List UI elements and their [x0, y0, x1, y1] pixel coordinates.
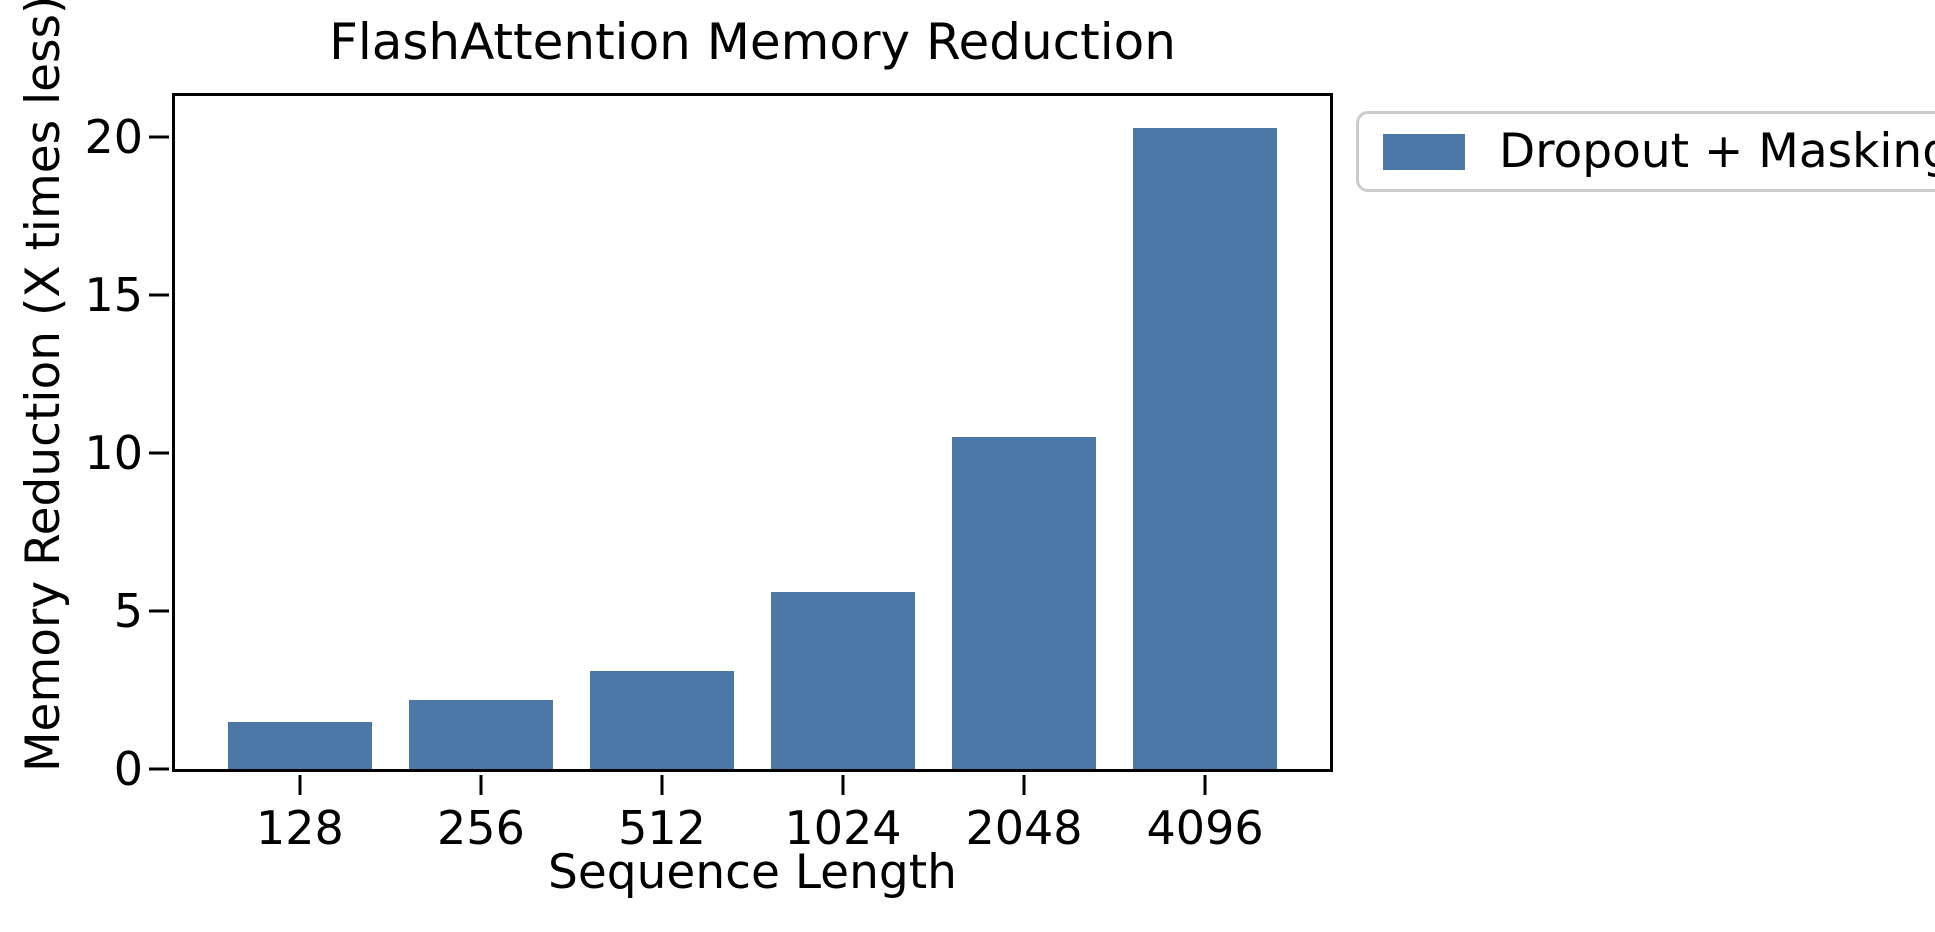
x-tick-label: 2048	[965, 801, 1083, 855]
y-tick-mark	[149, 135, 169, 139]
x-tick-mark	[1022, 775, 1026, 795]
x-tick-mark	[841, 775, 845, 795]
x-axis-label: Sequence Length	[548, 845, 957, 900]
x-tick-label: 4096	[1146, 801, 1264, 855]
y-tick-mark	[149, 451, 169, 455]
bar-512	[589, 671, 735, 769]
x-tick-mark	[1203, 775, 1207, 795]
x-tick-label: 256	[437, 801, 525, 855]
y-tick-mark	[149, 767, 169, 771]
x-tick-mark	[479, 775, 483, 795]
legend-swatch	[1383, 133, 1465, 170]
x-tick-label: 512	[618, 801, 706, 855]
y-axis-label: Memory Reduction (X times less)	[16, 0, 71, 772]
legend: Dropout + Masking	[1356, 111, 1935, 192]
chart-title: FlashAttention Memory Reduction	[329, 13, 1176, 71]
y-tick-mark	[149, 293, 169, 297]
bar-4096	[1132, 127, 1278, 769]
plot-area: 128 256 512 1024 2048 4096 0 5 10 15 20	[84, 93, 1333, 855]
x-tick-label: 128	[256, 801, 344, 855]
legend-label: Dropout + Masking	[1499, 124, 1935, 179]
x-tick-mark	[298, 775, 302, 795]
bar-256	[408, 699, 554, 769]
y-tick-mark	[149, 609, 169, 613]
bar-128	[227, 721, 373, 769]
bar-1024	[770, 592, 916, 769]
x-tick-label: 1024	[784, 801, 902, 855]
bar-2048	[951, 437, 1097, 769]
x-tick-mark	[660, 775, 664, 795]
